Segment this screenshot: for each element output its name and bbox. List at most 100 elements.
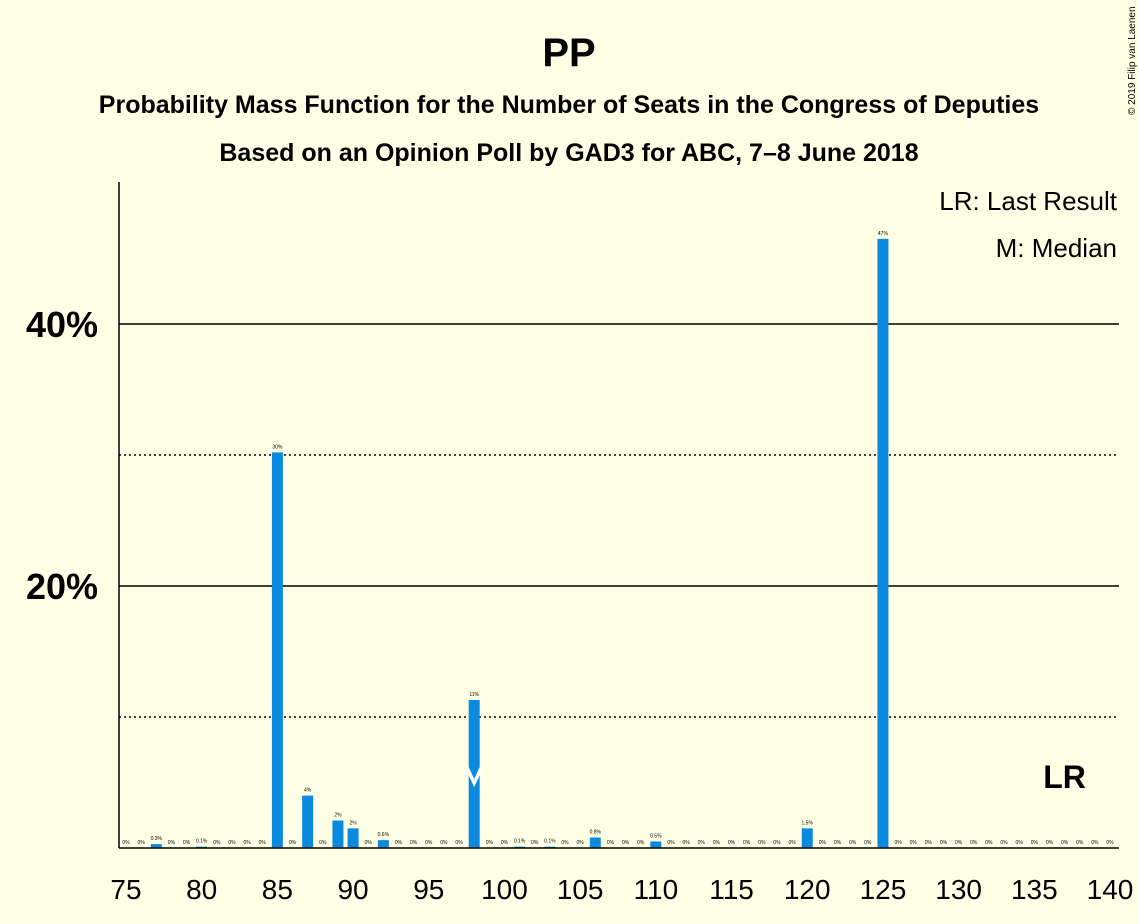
data-label-83: 0% — [243, 840, 251, 846]
data-label-111: 0% — [667, 840, 675, 846]
legend-median: M: Median — [996, 233, 1117, 263]
data-label-101: 0.1% — [514, 839, 526, 845]
data-label-106: 0.8% — [590, 830, 602, 836]
bar-98 — [468, 699, 480, 848]
data-label-114: 0% — [713, 840, 721, 846]
data-label-91: 0% — [365, 840, 373, 846]
bar-110 — [650, 841, 662, 848]
data-label-135: 0% — [1031, 840, 1039, 846]
x-tick-125: 125 — [860, 874, 907, 905]
data-label-122: 0% — [834, 840, 842, 846]
legend-last-result: LR: Last Result — [939, 186, 1118, 216]
data-label-108: 0% — [622, 840, 630, 846]
x-tick-140: 140 — [1087, 874, 1134, 905]
data-label-75: 0% — [122, 840, 130, 846]
data-label-132: 0% — [985, 840, 993, 846]
data-label-117: 0% — [758, 840, 766, 846]
median-marker — [465, 767, 483, 788]
data-label-105: 0% — [577, 840, 585, 846]
data-label-79: 0% — [183, 840, 191, 846]
bar-89 — [332, 820, 344, 848]
data-label-92: 0.6% — [378, 832, 390, 838]
x-tick-120: 120 — [784, 874, 831, 905]
bar-92 — [377, 840, 389, 848]
data-label-130: 0% — [955, 840, 963, 846]
chart-title: PP — [542, 31, 595, 75]
copyright-note: © 2019 Filip van Laenen — [1127, 6, 1138, 115]
chart-subtitle: Probability Mass Function for the Number… — [99, 91, 1039, 119]
data-label-98: 11% — [469, 692, 479, 698]
data-label-118: 0% — [773, 840, 781, 846]
data-label-138: 0% — [1076, 840, 1084, 846]
markers: LR — [465, 759, 1086, 795]
y-tick-40: 40% — [26, 304, 98, 345]
data-label-103: 0.1% — [544, 839, 556, 845]
data-label-128: 0% — [925, 840, 933, 846]
axes — [118, 182, 1119, 849]
data-label-99: 0% — [486, 840, 494, 846]
data-label-110: 0.5% — [650, 833, 662, 839]
data-label-126: 0% — [894, 840, 902, 846]
data-label-95: 0% — [425, 840, 433, 846]
bar-125 — [877, 238, 889, 849]
data-label-85: 30% — [272, 444, 283, 450]
data-label-82: 0% — [228, 840, 236, 846]
bars — [150, 238, 889, 849]
x-tick-130: 130 — [935, 874, 982, 905]
data-label-77: 0.3% — [151, 836, 163, 842]
data-label-124: 0% — [864, 840, 872, 846]
x-tick-80: 80 — [186, 874, 217, 905]
data-label-97: 0% — [455, 840, 463, 846]
chart-subtitle-2: Based on an Opinion Poll by GAD3 for ABC… — [219, 139, 918, 167]
data-label-76: 0% — [138, 840, 146, 846]
x-tick-110: 110 — [634, 874, 679, 905]
y-tick-labels: 20% 40% — [26, 304, 98, 607]
data-label-127: 0% — [910, 840, 918, 846]
bar-106 — [589, 837, 601, 848]
data-label-100: 0% — [501, 840, 509, 846]
data-label-139: 0% — [1091, 840, 1099, 846]
y-tick-20: 20% — [26, 566, 98, 607]
data-label-81: 0% — [213, 840, 221, 846]
data-label-116: 0% — [743, 840, 751, 846]
data-label-133: 0% — [1000, 840, 1008, 846]
x-tick-105: 105 — [557, 874, 604, 905]
bar-87 — [302, 795, 314, 848]
x-tick-85: 85 — [262, 874, 293, 905]
data-label-84: 0% — [259, 840, 267, 846]
x-tick-90: 90 — [337, 874, 368, 905]
grid-lines — [119, 323, 1119, 718]
bar-90 — [347, 828, 359, 848]
data-label-137: 0% — [1061, 840, 1069, 846]
x-tick-labels: 75 80 85 90 95 100 105 110 115 120 125 130 135 140 — [110, 874, 1133, 905]
bar-120 — [801, 828, 813, 848]
data-label-89: 2% — [334, 812, 342, 818]
bar-85 — [271, 452, 283, 848]
data-label-140: 0% — [1106, 840, 1114, 846]
data-label-109: 0% — [637, 840, 645, 846]
data-label-104: 0% — [561, 840, 569, 846]
x-tick-115: 115 — [709, 874, 754, 905]
x-tick-100: 100 — [481, 874, 528, 905]
data-label-93: 0% — [395, 840, 403, 846]
data-label-112: 0% — [683, 840, 691, 846]
x-tick-75: 75 — [110, 874, 141, 905]
data-label-87: 4% — [304, 788, 312, 794]
data-label-107: 0% — [607, 840, 615, 846]
data-label-120: 1.5% — [802, 820, 814, 826]
data-label-94: 0% — [410, 840, 418, 846]
data-label-131: 0% — [970, 840, 978, 846]
data-label-113: 0% — [698, 840, 706, 846]
data-label-121: 0% — [819, 840, 827, 846]
data-label-78: 0% — [168, 840, 176, 846]
data-label-136: 0% — [1046, 840, 1054, 846]
data-label-123: 0% — [849, 840, 857, 846]
bar-77 — [150, 844, 162, 848]
data-label-90: 2% — [349, 820, 357, 826]
data-label-129: 0% — [940, 840, 948, 846]
data-label-80: 0.1% — [196, 839, 208, 845]
data-label-86: 0% — [289, 840, 297, 846]
data-label-125: 47% — [878, 231, 889, 237]
data-label-88: 0% — [319, 840, 327, 846]
